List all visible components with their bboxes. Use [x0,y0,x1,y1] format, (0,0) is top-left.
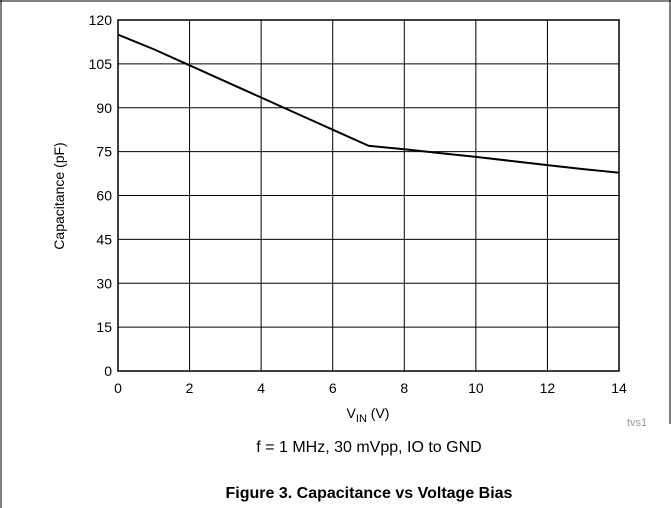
x-axis-title-main: V [347,405,357,421]
y-axis-title: Capacitance (pF) [51,142,67,249]
test-condition-annotation: f = 1 MHz, 30 mVpp, IO to GND [256,439,481,456]
y-tick-label: 30 [96,275,112,291]
x-axis-title: VIN (V) [347,405,390,425]
y-tick-label: 15 [96,319,112,335]
y-tick-label: 75 [96,144,112,160]
series-layer [117,33,620,174]
grid-layer [118,20,619,371]
y-tick-label: 45 [96,231,112,247]
plot-area [117,19,620,372]
x-tick-label: 14 [611,380,627,396]
y-tick-label: 105 [89,56,113,72]
x-tick-label: 8 [400,380,408,396]
x-tick-label: 6 [329,380,337,396]
x-axis-title-unit: (V) [367,405,390,421]
y-tick-label: 60 [96,188,112,204]
x-tick-label: 2 [186,380,194,396]
x-tick-label: 12 [540,380,556,396]
watermark-label: tvs1 [627,417,647,429]
x-tick-label: 4 [257,380,265,396]
capacitance-series-line [117,33,620,174]
tick-label-layer: 0 2 4 6 8 10 12 14 0 15 30 45 60 75 90 105 120 [89,12,627,396]
x-tick-label: 0 [114,380,122,396]
y-tick-label: 120 [89,12,113,28]
figure-caption: Figure 3. Capacitance vs Voltage Bias [226,485,513,502]
x-tick-label: 10 [468,380,484,396]
y-tick-label: 90 [96,100,112,116]
y-tick-label: 0 [104,363,112,379]
x-axis-title-subscript: IN [356,413,367,425]
